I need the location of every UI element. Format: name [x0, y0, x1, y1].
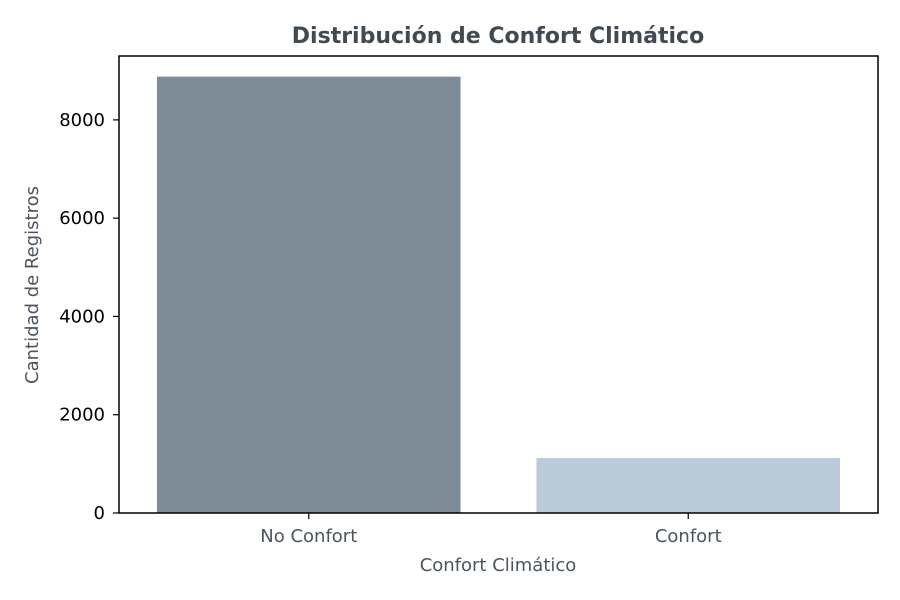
y-tick-label: 6000 — [59, 208, 105, 229]
plot-area-frame — [118, 55, 879, 514]
ticks-layer: No Confort Confort 0 2000 4000 6000 8000 — [59, 110, 721, 547]
x-tick-label: No Confort — [260, 526, 357, 547]
y-tick-label: 2000 — [59, 405, 105, 426]
x-tick-label: Confort — [655, 526, 722, 547]
bar-no-confort — [156, 76, 461, 514]
y-axis-label: Cantidad de Registros — [22, 186, 43, 384]
bar-confort — [536, 457, 841, 513]
x-axis-label: Confort Climático — [420, 555, 577, 576]
y-tick-label: 8000 — [59, 110, 105, 131]
chart-title: Distribución de Confort Climático — [292, 24, 704, 49]
y-tick-label: 0 — [94, 503, 105, 524]
bars-layer — [156, 76, 841, 514]
y-tick-label: 4000 — [59, 306, 105, 327]
